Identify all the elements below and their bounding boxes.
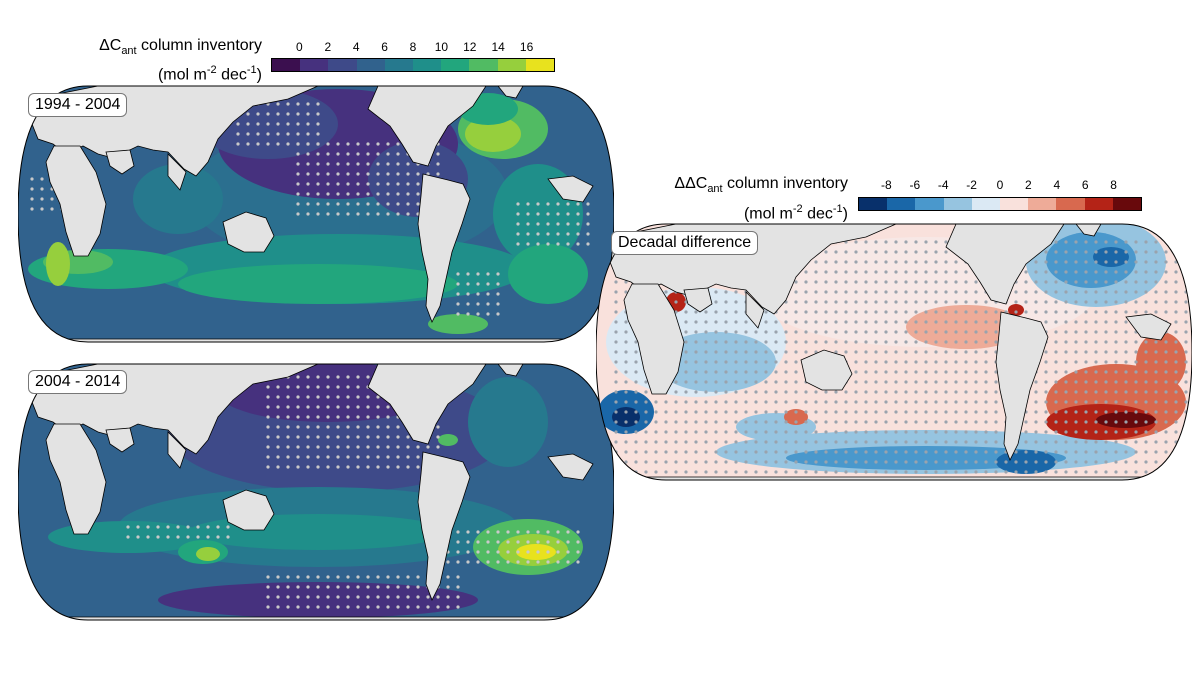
colorbar-diff-ticks-label-2: -4	[937, 178, 949, 192]
colorbar-diff-unit-sup2: -1	[832, 203, 843, 215]
colorbar-abs-swatch-9	[525, 59, 555, 71]
colorbar-abs-ticks-label-1: 2	[324, 40, 332, 54]
colorbar-diff-swatch-3	[943, 198, 972, 210]
colorbar-abs-title: ΔCant column inventory	[99, 36, 262, 61]
colorbar-diff-ticks-label-0: -8	[881, 178, 892, 192]
map-2004-2014	[18, 363, 614, 621]
colorbar-abs-title-sub: ant	[121, 45, 137, 58]
colorbar-diff-title-sub: ant	[707, 183, 723, 196]
colorbar-diff-title: ΔΔCant column inventory	[674, 174, 848, 199]
colorbar-abs-ticks-label-7: 14	[491, 40, 505, 54]
panel-label-1994-2004: 1994 - 2004	[28, 93, 128, 117]
colorbar-abs-unit: (mol m-2 dec-1)	[158, 60, 262, 85]
colorbar-diff-ticks-label-4: 0	[996, 178, 1004, 192]
colorbar-diff-unit-mid: dec	[802, 205, 833, 223]
colorbar-diff-swatch-1	[887, 198, 916, 210]
colorbar-abs-title-main: ΔC	[99, 37, 122, 54]
colorbar-abs-ticks-label-0: 0	[296, 40, 303, 54]
colorbar-abs-unit-mid: dec	[216, 66, 247, 84]
colorbar-diff-swatch-2	[915, 198, 944, 210]
colorbar-diff-unit-post: )	[842, 205, 848, 223]
colorbar-diff-unit: (mol m-2 dec-1)	[744, 199, 848, 224]
colorbar-abs-ticks-label-2: 4	[352, 40, 360, 54]
colorbar-diff-ticks-label-3: -2	[966, 178, 977, 192]
colorbar-diff-swatch-7	[1056, 198, 1085, 210]
colorbar-abs-ticks-label-6: 12	[463, 40, 477, 54]
panel-label-decadal-difference: Decadal difference	[611, 231, 759, 255]
map-decadal-difference	[596, 223, 1192, 481]
colorbar-abs-swatch-7	[469, 59, 498, 71]
colorbar-abs-swatch-0	[272, 59, 301, 71]
colorbar-diff-ticks-label-8: 8	[1110, 178, 1117, 192]
colorbar-diff-ticks: -8 -6 -4 -2 0 2 4 6 8	[858, 178, 1142, 192]
colorbar-diff-swatch-0	[859, 198, 888, 210]
colorbar-abs-swatch-8	[497, 59, 526, 71]
colorbar-diff-swatch-4	[971, 198, 1001, 210]
colorbar-abs	[271, 58, 555, 72]
colorbar-abs-swatch-2	[328, 59, 357, 71]
colorbar-diff-title-main: ΔΔC	[674, 175, 708, 192]
colorbar-diff-swatch-5	[1000, 198, 1029, 210]
colorbar-abs-ticks-label-8: 16	[519, 40, 534, 54]
colorbar-diff-unit-sup1: -2	[792, 203, 803, 215]
colorbar-abs-unit-sup2: -1	[246, 64, 257, 76]
colorbar-diff-ticks-label-6: 4	[1053, 178, 1061, 192]
map-1994-2004	[18, 85, 614, 343]
colorbar-abs-swatch-4	[384, 59, 414, 71]
colorbar-abs-swatch-6	[441, 59, 470, 71]
colorbar-abs-title-rest: column inventory	[136, 37, 262, 54]
map-decadal-difference-field	[596, 224, 1192, 480]
colorbar-diff-swatch-8	[1084, 198, 1113, 210]
colorbar-diff-title-rest: column inventory	[722, 175, 848, 192]
colorbar-diff	[858, 197, 1142, 211]
colorbar-abs-ticks-label-4: 8	[409, 40, 417, 54]
colorbar-diff-ticks-label-5: 2	[1025, 178, 1032, 192]
panel-label-2004-2014: 2004 - 2014	[28, 370, 128, 394]
colorbar-diff-ticks-label-1: -6	[909, 178, 921, 192]
colorbar-abs-unit-post: )	[256, 66, 262, 84]
colorbar-abs-unit-sup1: -2	[206, 64, 217, 76]
colorbar-abs-unit-pre: (mol m	[157, 66, 207, 84]
colorbar-abs-ticks-label-5: 10	[434, 40, 449, 54]
colorbar-abs-ticks-label-3: 6	[381, 40, 388, 54]
colorbar-diff-ticks-label-7: 6	[1081, 178, 1089, 192]
colorbar-diff-unit-pre: (mol m	[743, 205, 793, 223]
colorbar-abs-swatch-1	[300, 59, 329, 71]
colorbar-diff-swatch-9	[1112, 198, 1142, 210]
colorbar-abs-swatch-3	[356, 59, 385, 71]
colorbar-diff-swatch-6	[1028, 198, 1057, 210]
colorbar-abs-ticks: 0 2 4 6 8 10 12 14 16	[271, 40, 555, 54]
colorbar-abs-swatch-5	[413, 59, 442, 71]
